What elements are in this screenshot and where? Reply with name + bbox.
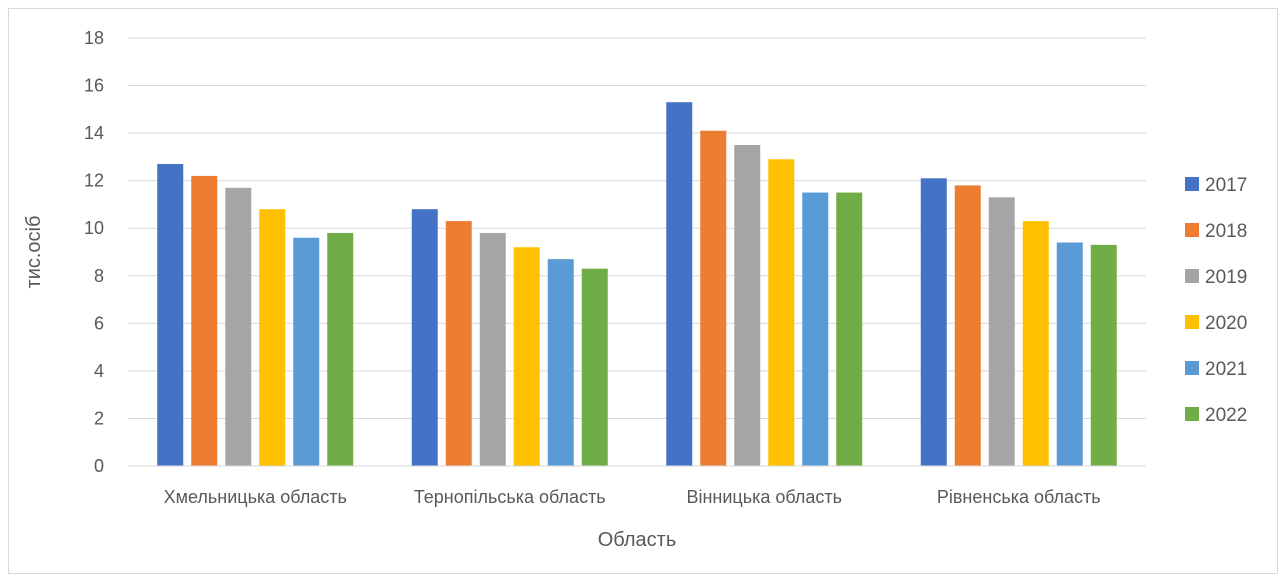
legend-label: 2019: [1205, 267, 1247, 288]
y-tick-label: 4: [94, 361, 104, 381]
legend-label: 2022: [1205, 405, 1247, 426]
bar-2020: [259, 209, 286, 466]
y-tick-label: 12: [84, 171, 104, 191]
legend-swatch: [1185, 361, 1199, 375]
bar-2021: [1056, 242, 1083, 466]
y-tick-label: 2: [94, 408, 104, 428]
y-axis-title: тис.осіб: [23, 216, 45, 289]
y-tick-label: 10: [84, 218, 104, 238]
bar-2019: [479, 232, 506, 466]
y-tick-label: 6: [94, 313, 104, 333]
bar-2019: [225, 187, 252, 467]
bar-2022: [327, 232, 354, 466]
legend-swatch: [1185, 223, 1199, 237]
bar-2020: [768, 159, 795, 466]
bars: [157, 102, 1117, 467]
bar-2021: [293, 237, 320, 466]
bar-2018: [191, 175, 218, 466]
y-tick-label: 0: [94, 456, 104, 476]
bar-2017: [411, 209, 438, 466]
legend: 2017 2018 2019 2020 2021 2022: [1185, 175, 1247, 426]
x-axis-categories: Хмельницька область Тернопільська область…: [164, 487, 1101, 507]
y-tick-label: 14: [84, 123, 104, 143]
legend-swatch: [1185, 177, 1199, 191]
legend-swatch: [1185, 315, 1199, 329]
x-axis-title: Область: [598, 529, 677, 551]
bar-2021: [802, 192, 829, 467]
x-category-label: Хмельницька область: [164, 487, 347, 507]
legend-label: 2017: [1205, 175, 1247, 196]
bar-2022: [1090, 244, 1117, 466]
bar-2019: [988, 197, 1015, 467]
bar-2018: [954, 185, 981, 466]
bar-2018: [445, 221, 472, 466]
legend-label: 2018: [1205, 221, 1247, 242]
legend-swatch: [1185, 269, 1199, 283]
bar-2017: [666, 102, 693, 466]
y-axis-ticks: 0 2 4 6 8 10 12 14 16 18: [84, 28, 104, 476]
bar-2022: [836, 192, 863, 467]
bar-2020: [1022, 221, 1049, 466]
y-tick-label: 16: [84, 76, 104, 96]
bar-2019: [734, 145, 761, 466]
legend-swatch: [1185, 407, 1199, 421]
bar-2018: [700, 130, 727, 466]
y-tick-label: 8: [94, 266, 104, 286]
bar-2022: [581, 268, 608, 466]
x-category-label: Вінницька область: [686, 487, 842, 507]
x-category-label: Тернопільська область: [414, 487, 606, 507]
y-tick-label: 18: [84, 28, 104, 48]
bar-2017: [920, 178, 947, 467]
bar-2020: [513, 247, 540, 466]
x-category-label: Рівненська область: [937, 487, 1101, 507]
legend-label: 2021: [1205, 359, 1247, 380]
legend-label: 2020: [1205, 313, 1247, 334]
bar-2021: [547, 259, 574, 466]
bar-2017: [157, 164, 184, 466]
